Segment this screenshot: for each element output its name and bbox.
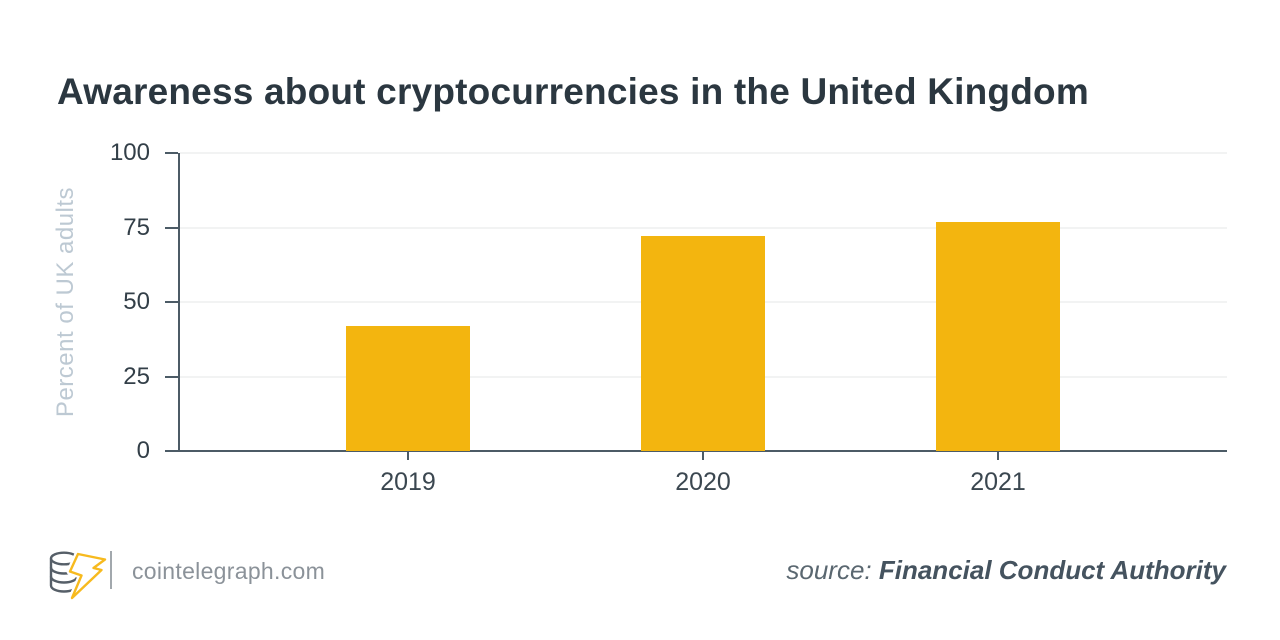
y-tick-label: 100 bbox=[109, 139, 150, 166]
y-tick-label: 0 bbox=[136, 437, 150, 464]
y-tick-label: 75 bbox=[123, 213, 150, 241]
x-tick bbox=[702, 451, 704, 460]
x-axis-line bbox=[165, 450, 1227, 452]
gridline bbox=[180, 152, 1227, 154]
y-tick-label: 50 bbox=[123, 288, 150, 315]
y-axis-line bbox=[178, 153, 180, 452]
cointelegraph-coin-bolt-logo-icon bbox=[49, 550, 109, 601]
bar-2019 bbox=[346, 325, 470, 451]
source-name: Financial Conduct Authority bbox=[878, 555, 1226, 585]
x-tick-label-2021: 2021 bbox=[970, 468, 1026, 496]
bar-2021 bbox=[936, 221, 1060, 451]
source-text: source: Financial Conduct Authority bbox=[786, 555, 1226, 586]
bar-2020 bbox=[641, 236, 765, 451]
chart-title: Awareness about cryptocurrencies in the … bbox=[57, 70, 1089, 112]
footer-divider bbox=[110, 551, 112, 589]
site-label: cointelegraph.com bbox=[132, 558, 326, 584]
y-tick bbox=[165, 301, 178, 303]
y-tick bbox=[165, 375, 178, 378]
x-tick bbox=[997, 451, 999, 460]
y-tick-label: 25 bbox=[123, 362, 150, 390]
y-tick bbox=[165, 152, 178, 154]
y-tick bbox=[165, 226, 178, 229]
plot-area: 2019 2020 2021 bbox=[165, 152, 1227, 496]
x-tick-label-2019: 2019 bbox=[380, 468, 436, 496]
y-tick-labels: 0 25 50 75 100 bbox=[0, 139, 150, 464]
gridline bbox=[180, 226, 1227, 229]
x-tick bbox=[407, 451, 409, 460]
x-tick-label-2020: 2020 bbox=[675, 468, 731, 496]
source-prefix: source: bbox=[786, 555, 872, 585]
